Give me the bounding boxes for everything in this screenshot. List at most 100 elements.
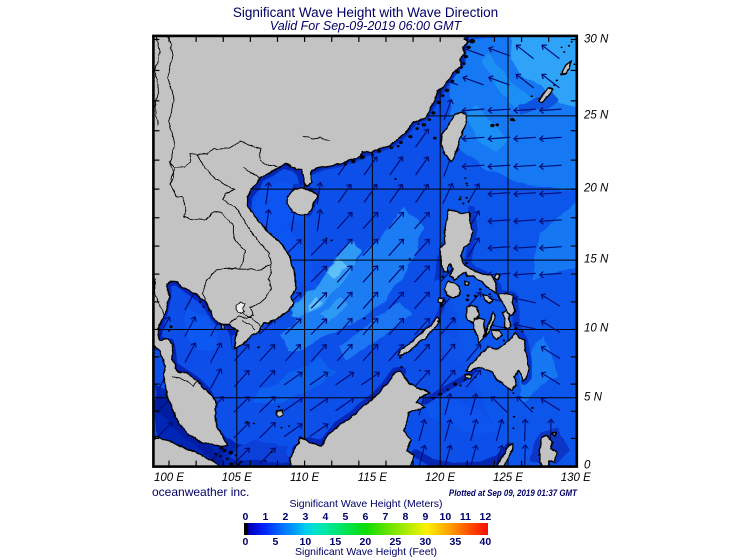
islet-camiguin: [502, 339, 506, 342]
wave-arrow: [540, 293, 561, 307]
islet-anambas-2: [252, 422, 255, 425]
islet-okinoerabu: [555, 79, 558, 82]
wave-arrow: [540, 371, 561, 386]
wave-arrow: [541, 73, 560, 89]
land-mindoro: [444, 280, 462, 299]
wave-arrow: [538, 190, 562, 198]
border-myanmar-laos: [169, 167, 175, 185]
wave-arrow: [541, 44, 560, 60]
wave-arrow: [513, 217, 536, 225]
islet-burias: [478, 288, 482, 291]
islet-sulu-sp3: [446, 388, 450, 391]
wave-arrow: [388, 238, 405, 257]
land-taiwan: [440, 111, 468, 163]
colorbar-feet-15: 15: [329, 535, 342, 548]
wave-arrow: [465, 343, 482, 362]
colorbar-meter-11: 11: [459, 510, 471, 523]
wave-height-regions: [154, 36, 576, 466]
river-mekong-2: [241, 320, 256, 331]
wave-arrow: [513, 162, 536, 170]
islet-balabac: [398, 356, 402, 359]
wave-arrow: [389, 183, 404, 203]
colorbar-meter-2: 2: [282, 510, 289, 523]
wave-arrow: [361, 371, 381, 386]
sea-region-sulu-mid: [437, 333, 477, 363]
wave-arrow: [414, 291, 430, 310]
islet-pratas: [394, 178, 397, 180]
wave-arrow: [414, 211, 430, 230]
plotted-timestamp: Plotted at Sep 09, 2019 01:37 GMT: [448, 488, 577, 498]
wave-arrow: [336, 238, 353, 257]
boundaries-and-rivers: [154, 36, 331, 387]
wave-arrow: [336, 291, 353, 310]
river-red-river: [243, 167, 261, 179]
wave-arrow: [156, 421, 173, 439]
wave-arrow: [470, 444, 479, 466]
wave-arrow: [538, 271, 562, 279]
wave-arrow: [418, 444, 428, 466]
sea-region-scs-south-light: [253, 358, 338, 404]
islet-kerama: [538, 97, 541, 100]
wave-direction-arrows: [156, 44, 562, 466]
border-myanmar-thailand: [154, 276, 165, 315]
land-okinawa: [538, 86, 555, 103]
colorbar-meter-12: 12: [479, 510, 492, 523]
islet-jolo: [453, 382, 458, 386]
border-china-vietnam: [197, 140, 279, 168]
islet-tokara-3: [570, 41, 573, 43]
islet-ko-phangan: [167, 329, 171, 332]
wave-arrow: [444, 392, 454, 416]
wave-arrow: [233, 396, 250, 413]
lon-label-110e: 110 E: [289, 472, 320, 484]
lat-label-30n: 30 N: [584, 32, 609, 45]
islet-miyako-2: [512, 119, 516, 122]
islet-riau-sp5: [234, 454, 238, 457]
wave-arrow: [388, 317, 405, 336]
islet-siargao: [520, 330, 524, 333]
land-negros: [472, 316, 486, 344]
islet-sibuyan: [474, 295, 477, 298]
land-palawan: [396, 316, 441, 357]
islet-sangihe: [512, 415, 516, 418]
wave-arrow: [513, 295, 536, 304]
wave-arrow: [443, 98, 454, 121]
islet-riau-sp1: [214, 452, 218, 456]
islet-babuyan-3: [467, 200, 470, 203]
islet-talaud: [531, 406, 534, 409]
lon-label-130e: 130 E: [560, 472, 591, 484]
land-busuanga: [437, 297, 445, 304]
islet-polillo: [465, 261, 469, 265]
wave-arrow: [487, 244, 511, 252]
islet-cn-islet-10: [408, 134, 413, 139]
fringe-tonkin-nw: [244, 161, 307, 213]
islet-scarborough: [408, 257, 411, 260]
islet-tawitawi-2: [432, 397, 435, 400]
islet-babuyan-4: [462, 202, 465, 205]
wave-arrow: [513, 106, 536, 114]
islet-riau-sp3: [218, 454, 223, 458]
wave-arrow: [158, 316, 171, 337]
lat-label-0n: 0: [584, 458, 591, 471]
colorbar-zero-segment: [244, 522, 247, 535]
wave-arrow: [487, 162, 511, 170]
islet-culion: [440, 304, 444, 307]
wave-arrow: [513, 190, 536, 198]
islet-cn-islet-1: [463, 54, 469, 59]
islet-cn-islet-19: [370, 153, 374, 157]
lon-label-100e: 100 E: [153, 472, 185, 484]
river-salween: [154, 36, 161, 125]
lake-tonle-sap: [235, 302, 246, 315]
page-title: Significant Wave Height with Wave Direct…: [232, 5, 499, 20]
wave-arrow: [233, 447, 250, 465]
wave-arrow: [461, 162, 485, 170]
wave-arrow: [310, 292, 328, 309]
wave-arrow: [284, 318, 302, 335]
wave-arrow: [362, 211, 379, 230]
lon-label-120e: 120 E: [425, 472, 456, 484]
wave-arrow: [316, 208, 324, 232]
wave-arrow: [516, 396, 534, 413]
islet-cn-islet-14: [351, 159, 356, 164]
islet-verde: [453, 279, 456, 282]
wave-arrow: [465, 369, 482, 388]
islet-batan: [465, 182, 468, 185]
